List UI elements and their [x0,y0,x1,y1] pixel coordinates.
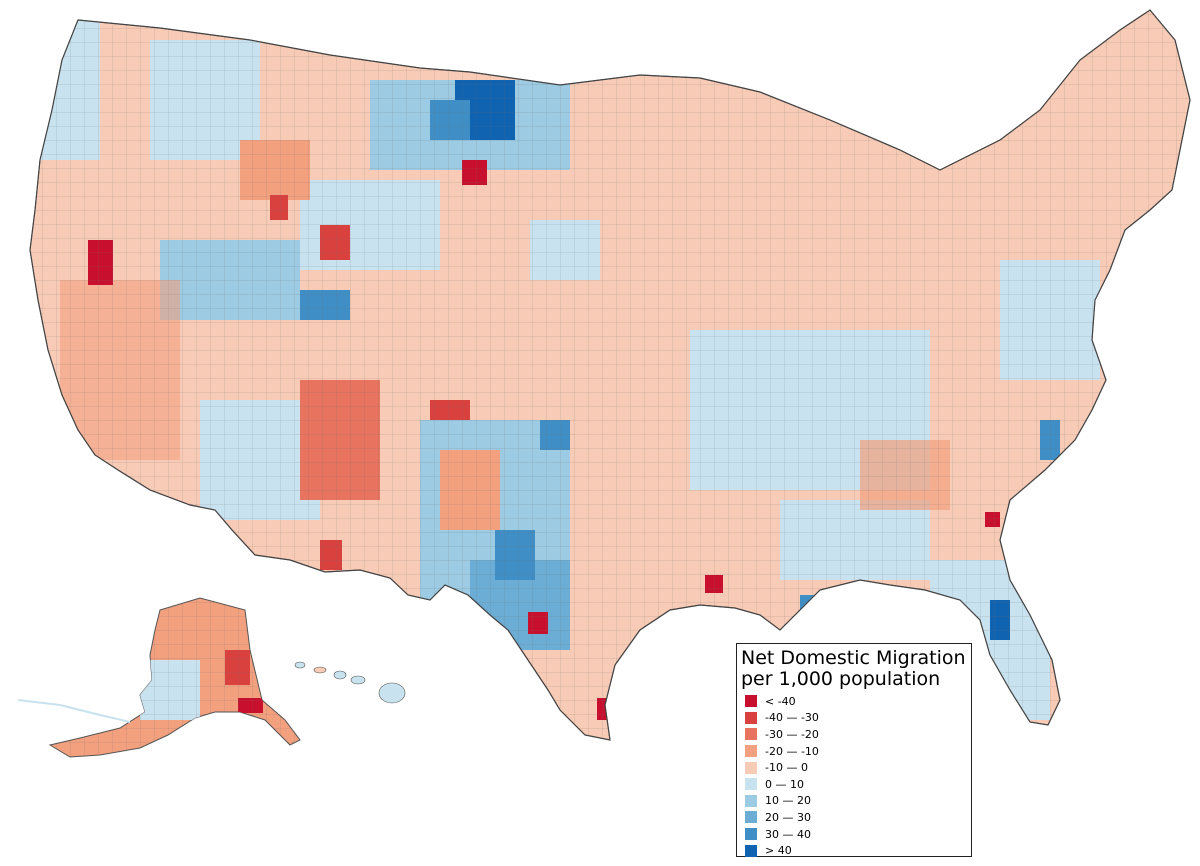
legend-swatch [745,711,757,724]
legend-item: < -40 [741,693,967,710]
legend-title: Net Domestic Migration per 1,000 populat… [741,648,967,690]
legend-swatch [745,811,757,824]
legend-title-line2: per 1,000 population [741,668,941,690]
legend-swatch [745,761,757,774]
legend-swatch [745,828,757,841]
legend-label: 30 — 40 [765,827,811,841]
legend-title-line1: Net Domestic Migration [741,647,966,669]
legend-label: -30 — -20 [765,727,819,741]
legend-swatch [745,695,757,708]
hawaii [294,661,406,704]
legend-swatch [745,844,757,857]
legend-label: -20 — -10 [765,744,819,758]
legend-item: -10 — 0 [741,759,967,776]
legend-label: -10 — 0 [765,761,808,775]
legend-label: 0 — 10 [765,777,804,791]
legend-swatch [745,745,757,758]
legend-item: 30 — 40 [741,826,967,843]
legend-items: < -40 -40 — -30 -30 — -20 -20 — -10 -10 — 0 0… [741,693,967,859]
legend-item: 0 — 10 [741,776,967,793]
legend-swatch [745,778,757,791]
legend-label: 20 — 30 [765,810,811,824]
legend-item: -20 — -10 [741,743,967,760]
legend-item: 20 — 30 [741,809,967,826]
legend-swatch [745,794,757,807]
legend-swatch [745,728,757,741]
legend-item: 10 — 20 [741,793,967,810]
legend-item: -40 — -30 [741,710,967,727]
legend-item: > 40 [741,842,967,859]
legend-label: < -40 [765,694,796,708]
legend-label: > 40 [765,844,792,858]
legend-item: -30 — -20 [741,726,967,743]
legend-label: 10 — 20 [765,794,811,808]
legend: Net Domestic Migration per 1,000 populat… [736,643,972,857]
legend-label: -40 — -30 [765,711,819,725]
